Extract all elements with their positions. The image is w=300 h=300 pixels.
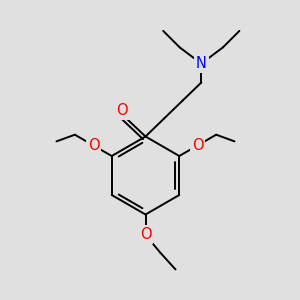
Text: O: O (88, 138, 99, 153)
Text: O: O (140, 227, 151, 242)
Text: N: N (196, 56, 207, 71)
Text: O: O (192, 138, 203, 153)
Text: O: O (117, 103, 128, 118)
